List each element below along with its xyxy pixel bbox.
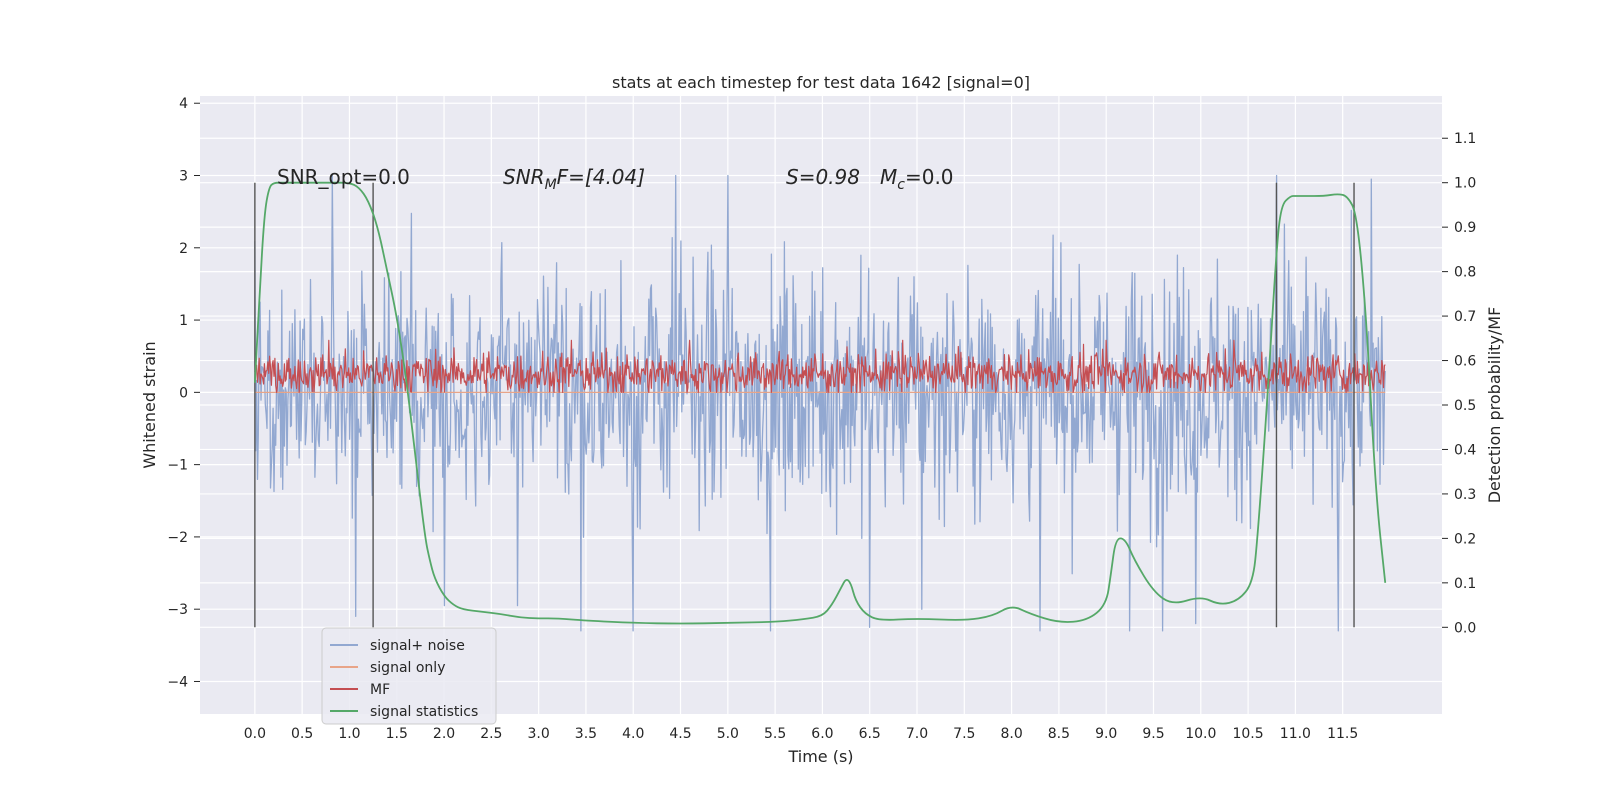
legend-label: signal only <box>370 660 445 676</box>
y-right-tick-label: 0.6 <box>1454 354 1476 370</box>
legend-label: MF <box>370 682 390 698</box>
y-tick-label: 3 <box>179 169 188 185</box>
y-right-tick-label: 1.0 <box>1454 176 1476 192</box>
x-tick-label: 6.0 <box>811 726 833 742</box>
legend-items: signal+ noise signal only MF signal statist… <box>330 638 478 720</box>
x-tick-label: 0.0 <box>244 726 266 742</box>
y-right-tick-label: 0.7 <box>1454 309 1476 325</box>
annotation-mc-main: M <box>880 165 897 189</box>
y-tick-label: 4 <box>179 96 188 112</box>
legend-box <box>321 627 497 725</box>
y-axis-ticks: −4 −3 −2 −1 0 1 2 3 4 <box>167 96 200 690</box>
series-signal-noise <box>254 174 1386 632</box>
y-axis-right-label: Detection probability/MF <box>1485 307 1504 504</box>
x-tick-label: 10.5 <box>1232 726 1263 742</box>
annotation-mc: Mc=0.0 <box>880 165 954 193</box>
annotation-snr-opt: SNR_opt=0.0 <box>277 165 410 189</box>
legend-label: signal statistics <box>370 704 478 720</box>
signal-statistics-line <box>253 181 1387 625</box>
y-tick-label: 2 <box>179 241 188 257</box>
legend-label: signal+ noise <box>370 638 465 654</box>
series-signal-statistics <box>253 181 1387 625</box>
annotation-mc-rest: =0.0 <box>905 165 954 189</box>
y-right-tick-label: 0.2 <box>1454 531 1476 547</box>
y-right-tick-label: 0.8 <box>1454 265 1476 281</box>
y-right-tick-label: 1.1 <box>1454 131 1476 147</box>
x-tick-label: 5.5 <box>764 726 786 742</box>
legend: signal+ noise signal only MF signal statist… <box>321 627 497 725</box>
mf-trace <box>254 339 1386 393</box>
y-tick-label: 0 <box>179 385 188 401</box>
x-tick-label: 2.0 <box>433 726 455 742</box>
x-axis-label: Time (s) <box>787 747 853 766</box>
x-tick-label: 1.0 <box>338 726 360 742</box>
annotation-snr-mf: SNRMF=[4.04] <box>503 165 645 193</box>
y-tick-label: −1 <box>167 458 188 474</box>
x-tick-label: 1.5 <box>386 726 408 742</box>
y-axis-right-ticks: 0.0 0.1 0.2 0.3 0.4 0.5 0.6 0.7 0.8 0.9 1.0 1.1 <box>1442 131 1476 636</box>
x-tick-label: 3.0 <box>528 726 550 742</box>
x-tick-label: 10.0 <box>1185 726 1216 742</box>
x-axis-ticks: 0.0 0.5 1.0 1.5 2.0 2.5 3.0 3.5 4.0 4.5 5.0 5.5 6.0 6… <box>244 726 1359 742</box>
annotation-s-value: S=0.98 <box>786 165 860 189</box>
y-tick-label: −3 <box>167 602 188 618</box>
annotation-snr-mf-main: SNR <box>503 165 545 189</box>
y-right-tick-label: 0.9 <box>1454 220 1476 236</box>
y-right-tick-label: 0.4 <box>1454 442 1476 458</box>
chart-title: stats at each timestep for test data 164… <box>612 73 1030 92</box>
y-axis-label: Whitened strain <box>140 341 159 468</box>
x-tick-label: 8.5 <box>1048 726 1070 742</box>
y-right-tick-label: 0.1 <box>1454 576 1476 592</box>
x-tick-label: 2.5 <box>480 726 502 742</box>
x-tick-label: 9.0 <box>1095 726 1117 742</box>
x-tick-label: 11.0 <box>1280 726 1311 742</box>
y-right-tick-label: 0.5 <box>1454 398 1476 414</box>
x-tick-label: 9.5 <box>1142 726 1164 742</box>
x-tick-label: 11.5 <box>1327 726 1358 742</box>
x-tick-label: 5.0 <box>717 726 739 742</box>
x-tick-label: 7.0 <box>906 726 928 742</box>
y-tick-label: −4 <box>167 674 188 690</box>
y-tick-label: 1 <box>179 313 188 329</box>
annotation-snr-mf-rest: F=[4.04] <box>557 165 645 189</box>
x-tick-label: 4.5 <box>669 726 691 742</box>
y-right-tick-label: 0.0 <box>1454 620 1476 636</box>
x-tick-label: 3.5 <box>575 726 597 742</box>
y-tick-label: −2 <box>167 530 188 546</box>
series-mf <box>254 339 1386 393</box>
x-tick-label: 7.5 <box>953 726 975 742</box>
x-tick-label: 0.5 <box>291 726 313 742</box>
annotation-snr-mf-sub: M <box>545 177 557 193</box>
grid <box>200 96 1442 714</box>
x-tick-label: 8.0 <box>1000 726 1022 742</box>
y-right-tick-label: 0.3 <box>1454 487 1476 503</box>
annotation-mc-sub: c <box>897 177 905 193</box>
noise-trace <box>254 174 1386 632</box>
x-tick-label: 4.0 <box>622 726 644 742</box>
x-tick-label: 6.5 <box>859 726 881 742</box>
